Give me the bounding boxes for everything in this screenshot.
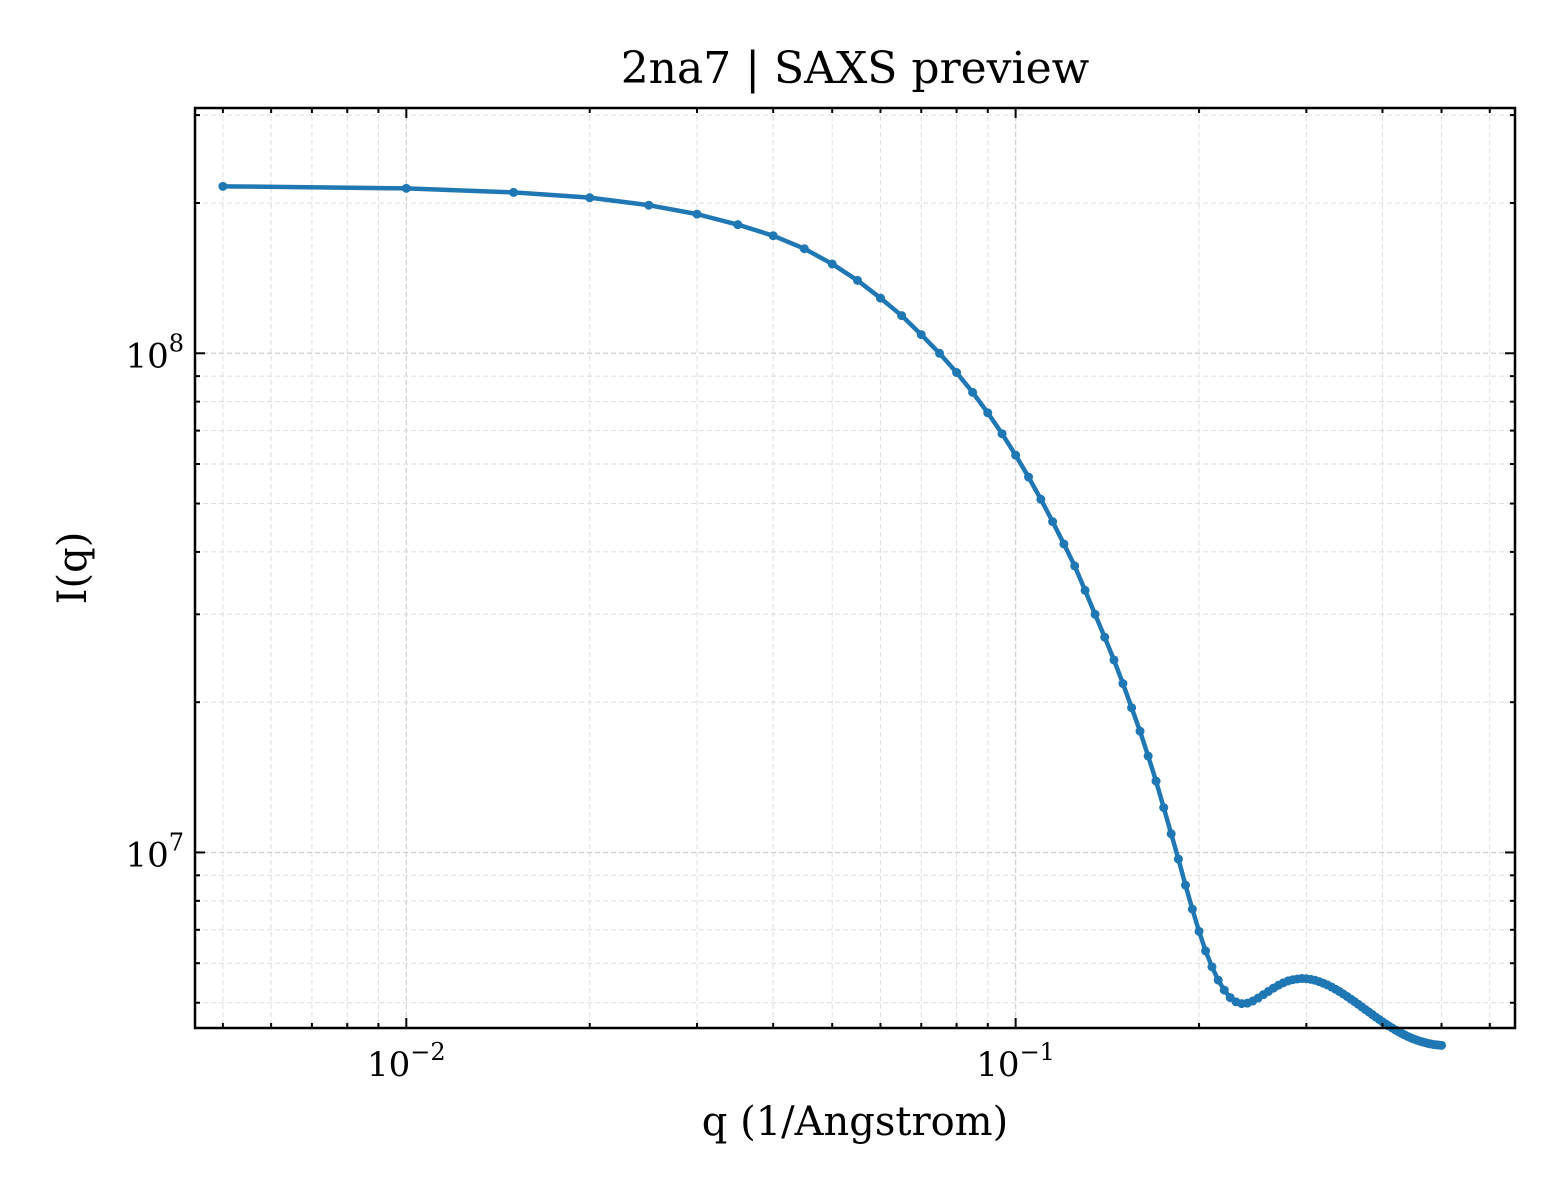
data-point — [218, 181, 228, 191]
data-point — [1187, 904, 1197, 914]
data-point — [1213, 975, 1223, 985]
data-point — [997, 429, 1007, 439]
data-point — [401, 183, 411, 193]
data-point — [644, 200, 654, 210]
data-point — [768, 231, 778, 241]
data-point — [1219, 985, 1229, 995]
data-point — [1080, 585, 1090, 595]
data-point — [1109, 655, 1119, 665]
chart-title: 2na7 | SAXS preview — [621, 43, 1090, 94]
plot-frame — [193, 106, 1517, 1030]
data-point — [1159, 803, 1169, 813]
data-point — [983, 408, 993, 418]
data-point — [1135, 726, 1145, 736]
data-point — [1090, 609, 1100, 619]
y-tick-label: 107 — [125, 828, 184, 875]
data-point — [1173, 854, 1183, 864]
tick-marks — [195, 108, 1515, 1028]
data-point — [1194, 926, 1204, 936]
x-axis-label: q (1/Angstrom) — [702, 1099, 1008, 1145]
data-point — [827, 259, 837, 269]
data-point — [1036, 494, 1046, 504]
x-tick-label: 10−2 — [367, 1038, 446, 1085]
data-point — [509, 187, 519, 197]
data-point — [952, 368, 962, 378]
data-point — [585, 193, 595, 203]
tick-labels: 10−2 10−1 107 108 — [125, 329, 1055, 1085]
data-point — [1024, 472, 1034, 482]
data-point — [852, 275, 862, 285]
x-tick-label: 10−1 — [976, 1038, 1055, 1085]
data-point — [1180, 880, 1190, 890]
data-point — [733, 220, 743, 230]
data-point — [968, 387, 978, 397]
data-point — [1011, 450, 1021, 460]
data-point — [1207, 962, 1217, 972]
data-point — [875, 293, 885, 303]
data-point — [1118, 679, 1128, 689]
data-point — [1166, 829, 1176, 839]
data-point — [1100, 632, 1110, 642]
data-point — [1070, 561, 1080, 571]
data-point — [1059, 539, 1069, 549]
grid — [195, 108, 1515, 1028]
data-point — [1048, 517, 1058, 527]
data-point — [799, 244, 809, 254]
data-point — [1143, 751, 1153, 761]
data-point — [897, 311, 907, 321]
data-point — [1201, 946, 1211, 956]
data-point — [935, 348, 944, 358]
data-point — [692, 209, 702, 219]
data-point — [1151, 776, 1161, 786]
data-point — [916, 330, 926, 340]
y-axis-label: I(q) — [50, 532, 96, 605]
y-tick-label: 108 — [125, 329, 184, 376]
data-point — [1127, 703, 1137, 713]
data-point — [1437, 1040, 1447, 1050]
